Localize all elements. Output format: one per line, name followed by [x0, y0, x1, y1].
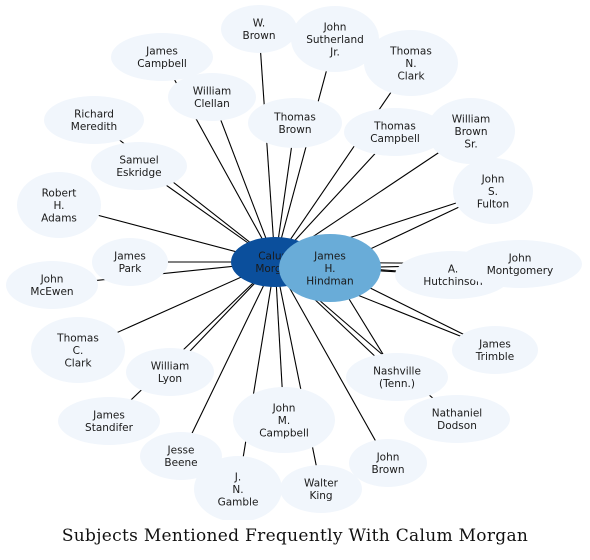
node-label: Thomas Brown: [273, 112, 316, 137]
node-bubble: [91, 142, 187, 190]
nodes-layer: W. Brown John Sutherland Jr. Thomas N. Clark Jam…: [6, 5, 582, 520]
node-label: William Brown Sr.: [452, 113, 490, 150]
node-thomas_c_clark[interactable]: Thomas C. Clark: [31, 317, 125, 383]
node-label: Richard Meredith: [71, 109, 117, 134]
node-bubble: [194, 456, 282, 520]
node-label: W. Brown: [243, 18, 276, 43]
node-william_lyon[interactable]: William Lyon: [126, 348, 214, 396]
node-james_campbell_1[interactable]: James Campbell: [111, 33, 213, 81]
node-label: William Lyon: [151, 361, 189, 386]
node-bubble: [233, 387, 335, 453]
node-thomas_n_clark[interactable]: Thomas N. Clark: [364, 30, 458, 96]
node-james_trimble[interactable]: James Trimble: [452, 326, 538, 374]
node-nathaniel_dodson[interactable]: Nathaniel Dodson: [404, 395, 510, 443]
node-label: John M. Campbell: [259, 402, 309, 439]
node-bubble: [346, 353, 448, 401]
node-bubble: [31, 317, 125, 383]
node-label: James Park: [113, 251, 146, 276]
node-bubble: [221, 5, 297, 53]
node-label: A. Hutchinson: [423, 264, 482, 289]
node-robert_h_adams[interactable]: Robert H. Adams: [17, 172, 101, 238]
node-jesse_beene[interactable]: Jesse Beene: [140, 432, 222, 480]
node-label: James Trimble: [475, 339, 514, 364]
node-label: Thomas Campbell: [370, 121, 420, 146]
node-bubble: [111, 33, 213, 81]
node-john_montgomery[interactable]: John Montgomery: [458, 240, 582, 288]
secondary-bubble: [279, 234, 381, 302]
edge-w_brown: [258, 28, 276, 263]
node-bubble: [427, 98, 515, 164]
node-bubble: [140, 432, 222, 480]
node-label: Robert H. Adams: [41, 187, 77, 224]
node-nashville_tenn[interactable]: Nashville (Tenn.): [346, 353, 448, 401]
edge-thomas_n_clark: [274, 62, 412, 263]
edge-walter_king: [274, 261, 322, 490]
node-walter_king[interactable]: Walter King: [280, 465, 362, 513]
node-bubble: [453, 158, 533, 224]
node-john_brown[interactable]: John Brown: [349, 439, 427, 487]
node-bubble: [58, 397, 160, 445]
node-richard_meredith[interactable]: Richard Meredith: [44, 96, 144, 144]
node-bubble: [248, 98, 342, 148]
node-bubble: [92, 238, 168, 286]
node-label: Walter King: [304, 478, 339, 503]
node-label: John McEwen: [30, 274, 73, 299]
node-label: John Sutherland Jr.: [306, 21, 364, 58]
edge-j_n_gamble: [237, 261, 276, 490]
node-secondary-james_hindman[interactable]: James H. Hindman: [279, 234, 381, 302]
node-label: Nathaniel Dodson: [432, 408, 482, 433]
node-bubble: [168, 73, 256, 121]
node-label: James Standifer: [85, 410, 134, 435]
node-bubble: [280, 465, 362, 513]
edge-james_standifer: [108, 261, 276, 422]
node-label: Samuel Eskridge: [116, 155, 161, 180]
node-john_s_fulton[interactable]: John S. Fulton: [453, 158, 533, 224]
node-james_standifer[interactable]: James Standifer: [58, 397, 160, 445]
node-thomas_campbell[interactable]: Thomas Campbell: [344, 108, 446, 156]
node-label: John Montgomery: [487, 253, 554, 278]
node-bubble: [126, 348, 214, 396]
edge-john_sutherland_jr: [274, 38, 336, 263]
network-graph: W. Brown John Sutherland Jr. Thomas N. Clark Jam…: [6, 5, 582, 520]
node-james_park[interactable]: James Park: [92, 238, 168, 286]
node-william_brown_sr[interactable]: William Brown Sr.: [427, 98, 515, 164]
node-label: Thomas N. Clark: [389, 45, 432, 82]
secondary-label: James H. Hindman: [306, 250, 353, 287]
node-john_sutherland_jr[interactable]: John Sutherland Jr.: [291, 6, 379, 72]
node-label: James Campbell: [137, 46, 187, 71]
node-samuel_eskridge[interactable]: Samuel Eskridge: [91, 142, 187, 190]
node-john_mcewen[interactable]: John McEwen: [6, 261, 98, 309]
node-bubble: [17, 172, 101, 238]
node-william_clellan[interactable]: William Clellan: [168, 73, 256, 121]
edge-john_brown: [274, 261, 389, 464]
node-label: John Brown: [372, 452, 405, 477]
node-label: J. N. Gamble: [218, 471, 259, 508]
node-w_brown[interactable]: W. Brown: [221, 5, 297, 53]
node-thomas_brown[interactable]: Thomas Brown: [248, 98, 342, 148]
node-bubble: [364, 30, 458, 96]
node-label: Nashville (Tenn.): [373, 366, 421, 391]
node-bubble: [458, 240, 582, 288]
node-bubble: [404, 395, 510, 443]
edge-william_clellan: [211, 96, 276, 263]
node-label: William Clellan: [193, 86, 231, 111]
node-bubble: [349, 439, 427, 487]
node-john_m_campbell[interactable]: John M. Campbell: [233, 387, 335, 453]
node-label: Jesse Beene: [164, 445, 197, 470]
diagram-caption: Subjects Mentioned Frequently With Calum…: [61, 526, 529, 546]
edge-jesse_beene: [180, 261, 276, 457]
node-bubble: [344, 108, 446, 156]
node-bubble: [6, 261, 98, 309]
node-label: John S. Fulton: [477, 173, 509, 210]
node-bubble: [44, 96, 144, 144]
node-bubble: [291, 6, 379, 72]
node-j_n_gamble[interactable]: J. N. Gamble: [194, 456, 282, 520]
node-bubble: [452, 326, 538, 374]
node-label: Thomas C. Clark: [56, 332, 99, 369]
